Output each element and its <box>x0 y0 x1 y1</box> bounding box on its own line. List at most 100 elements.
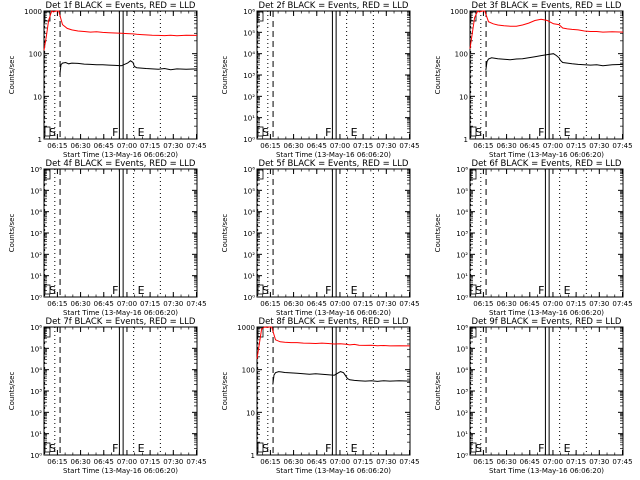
x-tick-label: 07:15 <box>566 142 586 150</box>
x-tick-label: 07:45 <box>186 142 206 150</box>
marker-S: S <box>262 126 269 139</box>
x-tick-label: 07:15 <box>140 458 160 466</box>
x-tick-label: 06:15 <box>47 458 67 466</box>
x-axis-label: Start Time (13-May-16 06:06:20) <box>489 151 604 159</box>
x-tick-label: 06:30 <box>496 142 516 150</box>
marker-F: F <box>325 284 331 297</box>
y-axis-label: Counts/sec <box>434 56 442 95</box>
x-tick-label: 06:30 <box>70 458 90 466</box>
y-tick-label: 1 <box>38 136 42 144</box>
x-tick-label: 07:30 <box>589 458 609 466</box>
plot-frame <box>469 10 624 140</box>
x-tick-label: 07:45 <box>612 458 632 466</box>
y-tick-label: 10⁶ <box>243 166 255 174</box>
start-box <box>257 442 264 453</box>
y-tick-label: 10 <box>459 93 468 101</box>
start-box <box>257 284 264 295</box>
y-tick-label: 1000 <box>450 8 468 16</box>
y-tick-label: 10¹ <box>30 431 42 439</box>
panel-det-8: Det 8f BLACK = Events, RED = LLD 1 10 100 10… <box>221 317 420 475</box>
x-axis-label: Start Time (13-May-16 06:06:20) <box>276 467 391 475</box>
x-tick-label: 07:45 <box>186 300 206 308</box>
y-tick-label: 10³ <box>456 388 468 396</box>
y-tick-label: 1000 <box>237 324 255 332</box>
top-box <box>470 327 477 338</box>
y-tick-label: 10² <box>243 93 255 101</box>
y-tick-label: 10² <box>30 409 42 417</box>
x-tick-label: 06:30 <box>283 458 303 466</box>
series-line-lld <box>469 10 624 49</box>
x-tick-label: 07:45 <box>399 300 419 308</box>
y-tick-label: 10⁵ <box>243 187 255 195</box>
marker-E: E <box>138 284 145 297</box>
x-tick-label: 07:00 <box>543 458 563 466</box>
x-tick-label: 06:45 <box>520 142 540 150</box>
marker-E: E <box>564 126 571 139</box>
x-tick-label: 07:15 <box>353 300 373 308</box>
top-box <box>470 169 477 180</box>
y-tick-label: 10³ <box>30 388 42 396</box>
x-tick-label: 07:15 <box>566 458 586 466</box>
x-tick-label: 07:30 <box>163 142 183 150</box>
x-tick-label: 06:45 <box>94 458 114 466</box>
y-tick-label: 10³ <box>243 230 255 238</box>
marker-S: S <box>475 442 482 455</box>
y-tick-label: 10¹ <box>243 273 255 281</box>
x-axis-label: Start Time (13-May-16 06:06:20) <box>63 151 178 159</box>
x-tick-label: 07:00 <box>543 142 563 150</box>
y-tick-label: 10² <box>456 251 468 259</box>
panel-title: Det 2f BLACK = Events, RED = LLD <box>259 1 409 11</box>
start-box <box>44 126 51 137</box>
x-tick-label: 07:30 <box>163 458 183 466</box>
y-tick-label: 10¹ <box>30 273 42 281</box>
y-tick-label: 1 <box>251 452 255 460</box>
y-tick-label: 10⁶ <box>456 166 468 174</box>
panel-det-7: Det 7f BLACK = Events, RED = LLD 10⁰ 10¹ 10… <box>8 317 207 475</box>
y-tick-label: 10² <box>456 409 468 417</box>
x-tick-label: 06:30 <box>70 300 90 308</box>
x-tick-label: 06:15 <box>260 142 280 150</box>
x-tick-label: 07:00 <box>117 300 137 308</box>
x-tick-label: 07:00 <box>330 142 350 150</box>
x-tick-label: 06:15 <box>260 300 280 308</box>
y-tick-label: 10¹ <box>456 273 468 281</box>
x-tick-label: 07:00 <box>117 458 137 466</box>
panel-title: Det 3f BLACK = Events, RED = LLD <box>472 1 622 11</box>
y-tick-label: 100 <box>29 51 42 59</box>
x-axis-label: Start Time (13-May-16 06:06:20) <box>489 309 604 317</box>
start-box <box>44 284 51 295</box>
series-line-events <box>485 53 624 71</box>
y-tick-label: 10⁴ <box>30 209 42 217</box>
panel-title: Det 7f BLACK = Events, RED = LLD <box>46 317 196 327</box>
series-line-events <box>59 60 198 75</box>
marker-S: S <box>49 284 56 297</box>
x-axis-label: Start Time (13-May-16 06:06:20) <box>276 309 391 317</box>
x-tick-label: 06:45 <box>520 458 540 466</box>
x-tick-label: 07:00 <box>330 458 350 466</box>
top-box <box>44 169 51 180</box>
y-tick-label: 10 <box>33 93 42 101</box>
marker-E: E <box>351 284 358 297</box>
y-axis-label: Counts/sec <box>221 56 229 95</box>
marker-S: S <box>475 126 482 139</box>
panel-title: Det 4f BLACK = Events, RED = LLD <box>46 159 196 169</box>
panel-title: Det 6f BLACK = Events, RED = LLD <box>472 159 622 169</box>
y-tick-label: 10⁰ <box>30 452 42 460</box>
series-line-events <box>272 371 411 385</box>
x-tick-label: 07:30 <box>376 458 396 466</box>
plot-frame <box>469 168 624 298</box>
y-tick-label: 10⁰ <box>243 294 255 302</box>
x-tick-label: 06:30 <box>496 458 516 466</box>
y-tick-label: 10⁴ <box>30 367 42 375</box>
marker-E: E <box>351 126 358 139</box>
marker-F: F <box>112 442 118 455</box>
marker-F: F <box>538 284 544 297</box>
y-tick-label: 10⁵ <box>456 187 468 195</box>
y-tick-label: 10 <box>246 409 255 417</box>
y-axis-label: Counts/sec <box>434 214 442 253</box>
y-tick-label: 10⁵ <box>30 187 42 195</box>
top-box <box>257 169 264 180</box>
start-box <box>257 126 264 137</box>
y-tick-label: 10⁰ <box>243 136 255 144</box>
